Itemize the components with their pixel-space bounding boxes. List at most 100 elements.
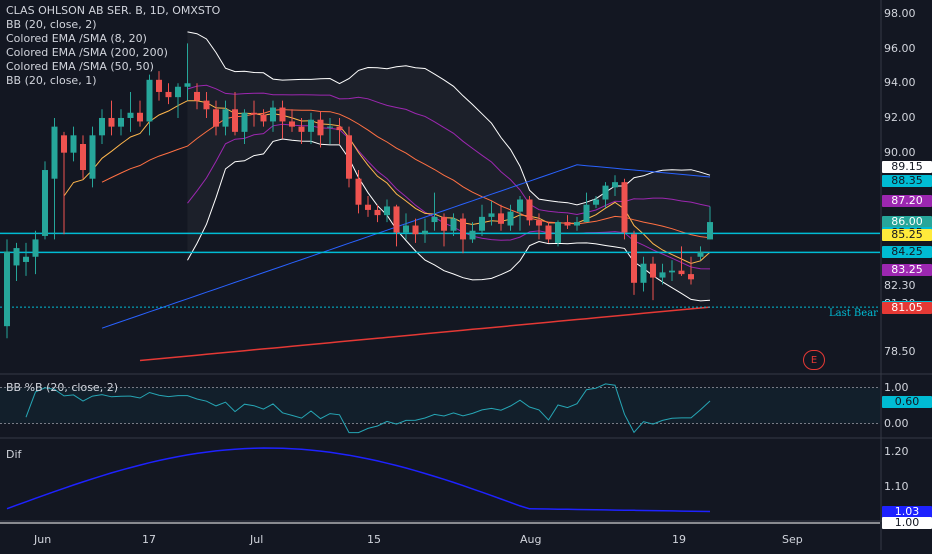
candle[interactable] <box>137 100 143 127</box>
bbpb-value-tag[interactable]: 0.60 <box>882 395 932 408</box>
candle-body <box>384 206 390 216</box>
candle[interactable] <box>697 246 704 261</box>
candle[interactable] <box>270 100 276 132</box>
candle[interactable] <box>42 161 48 240</box>
candle[interactable] <box>251 100 257 127</box>
candle[interactable] <box>23 242 29 276</box>
price-tag[interactable]: 85.25 <box>882 229 932 242</box>
candle[interactable] <box>678 246 685 276</box>
candle[interactable] <box>517 196 523 231</box>
candle-body <box>650 263 656 278</box>
candle[interactable] <box>469 222 476 243</box>
price-tag[interactable]: 81.05 <box>882 301 932 314</box>
candle[interactable] <box>346 126 352 188</box>
candle[interactable] <box>70 126 77 162</box>
candle[interactable] <box>612 175 618 197</box>
price-tag[interactable]: 87.20 <box>882 195 932 208</box>
candle[interactable] <box>184 43 191 101</box>
ema8-line <box>63 100 711 265</box>
candle[interactable] <box>194 83 200 110</box>
candle[interactable] <box>545 222 552 243</box>
candle[interactable] <box>384 199 390 223</box>
candle[interactable] <box>564 215 571 230</box>
candle[interactable] <box>669 260 675 282</box>
candle[interactable] <box>574 216 580 231</box>
bbpb-pane-title[interactable]: BB %B (20, close, 2) <box>6 381 118 394</box>
candle[interactable] <box>260 109 267 127</box>
candle[interactable] <box>213 100 219 136</box>
candle[interactable] <box>118 109 124 136</box>
candle[interactable] <box>488 201 495 226</box>
candle[interactable] <box>412 218 419 243</box>
candle[interactable] <box>621 178 628 240</box>
candle[interactable] <box>450 213 457 236</box>
candle[interactable] <box>298 117 305 144</box>
candle[interactable] <box>308 112 314 144</box>
candle[interactable] <box>175 83 181 118</box>
candle[interactable] <box>593 196 599 209</box>
candle[interactable] <box>583 192 590 223</box>
candle[interactable] <box>707 206 713 240</box>
indicator-bb2-label[interactable]: BB (20, close, 2) <box>6 18 97 31</box>
candle[interactable] <box>80 135 86 179</box>
candle[interactable] <box>365 196 371 217</box>
candle[interactable] <box>13 242 20 282</box>
price-tag[interactable]: 88.35 <box>882 175 932 188</box>
indicator-ema50-label[interactable]: Colored EMA /SMA (50, 50) <box>6 60 154 73</box>
candle[interactable] <box>650 256 656 301</box>
candle[interactable] <box>507 204 514 231</box>
candle[interactable] <box>4 239 10 339</box>
candle[interactable] <box>99 109 105 144</box>
candle[interactable] <box>232 91 238 136</box>
candle[interactable] <box>165 83 172 105</box>
candle[interactable] <box>441 213 447 247</box>
indicator-ema8-sma20-label[interactable]: Colored EMA /SMA (8, 20) <box>6 32 147 45</box>
candle[interactable] <box>526 196 533 226</box>
candle[interactable] <box>479 204 485 236</box>
candle[interactable] <box>61 131 67 235</box>
candle[interactable] <box>336 117 343 144</box>
candle[interactable] <box>317 111 324 148</box>
candle-body <box>127 112 134 118</box>
candle[interactable] <box>146 74 153 136</box>
candle[interactable] <box>431 192 438 231</box>
dif-value-tag[interactable]: 1.00 <box>882 517 932 529</box>
dif-pane-title[interactable]: Dif <box>6 448 22 461</box>
candle[interactable] <box>51 117 58 240</box>
candle[interactable] <box>89 126 96 188</box>
candle[interactable] <box>32 230 39 275</box>
candle[interactable] <box>460 213 466 254</box>
price-tag[interactable]: 89.15 <box>882 161 932 174</box>
candle[interactable] <box>498 204 504 231</box>
candle[interactable] <box>555 220 561 247</box>
indicator-ema200-label[interactable]: Colored EMA /SMA (200, 200) <box>6 46 168 59</box>
candle[interactable] <box>393 204 400 247</box>
earnings-event-badge[interactable]: E <box>803 350 825 370</box>
candle[interactable] <box>241 109 248 144</box>
candle[interactable] <box>374 204 381 223</box>
candle[interactable] <box>203 91 210 118</box>
price-tag[interactable]: 84.25 <box>882 246 932 259</box>
candle[interactable] <box>602 182 609 209</box>
price-tag[interactable]: 86.00 <box>882 216 932 229</box>
candle[interactable] <box>536 213 542 240</box>
candle[interactable] <box>631 230 637 295</box>
candle[interactable] <box>327 117 333 144</box>
candle[interactable] <box>422 218 428 243</box>
candle[interactable] <box>659 263 666 285</box>
candle[interactable] <box>156 71 162 101</box>
candle[interactable] <box>222 100 229 136</box>
indicator-bb1-label[interactable]: BB (20, close, 1) <box>6 74 97 87</box>
candle[interactable] <box>640 256 647 292</box>
dif-value-tag[interactable]: 1.03 <box>882 506 932 519</box>
candle[interactable] <box>403 213 409 240</box>
candle[interactable] <box>127 91 134 132</box>
candle[interactable] <box>688 256 694 285</box>
candle[interactable] <box>279 100 286 139</box>
price-tag[interactable]: 83.25 <box>882 263 932 276</box>
candle[interactable] <box>289 109 295 132</box>
candle[interactable] <box>355 170 362 214</box>
candle[interactable] <box>108 100 115 136</box>
